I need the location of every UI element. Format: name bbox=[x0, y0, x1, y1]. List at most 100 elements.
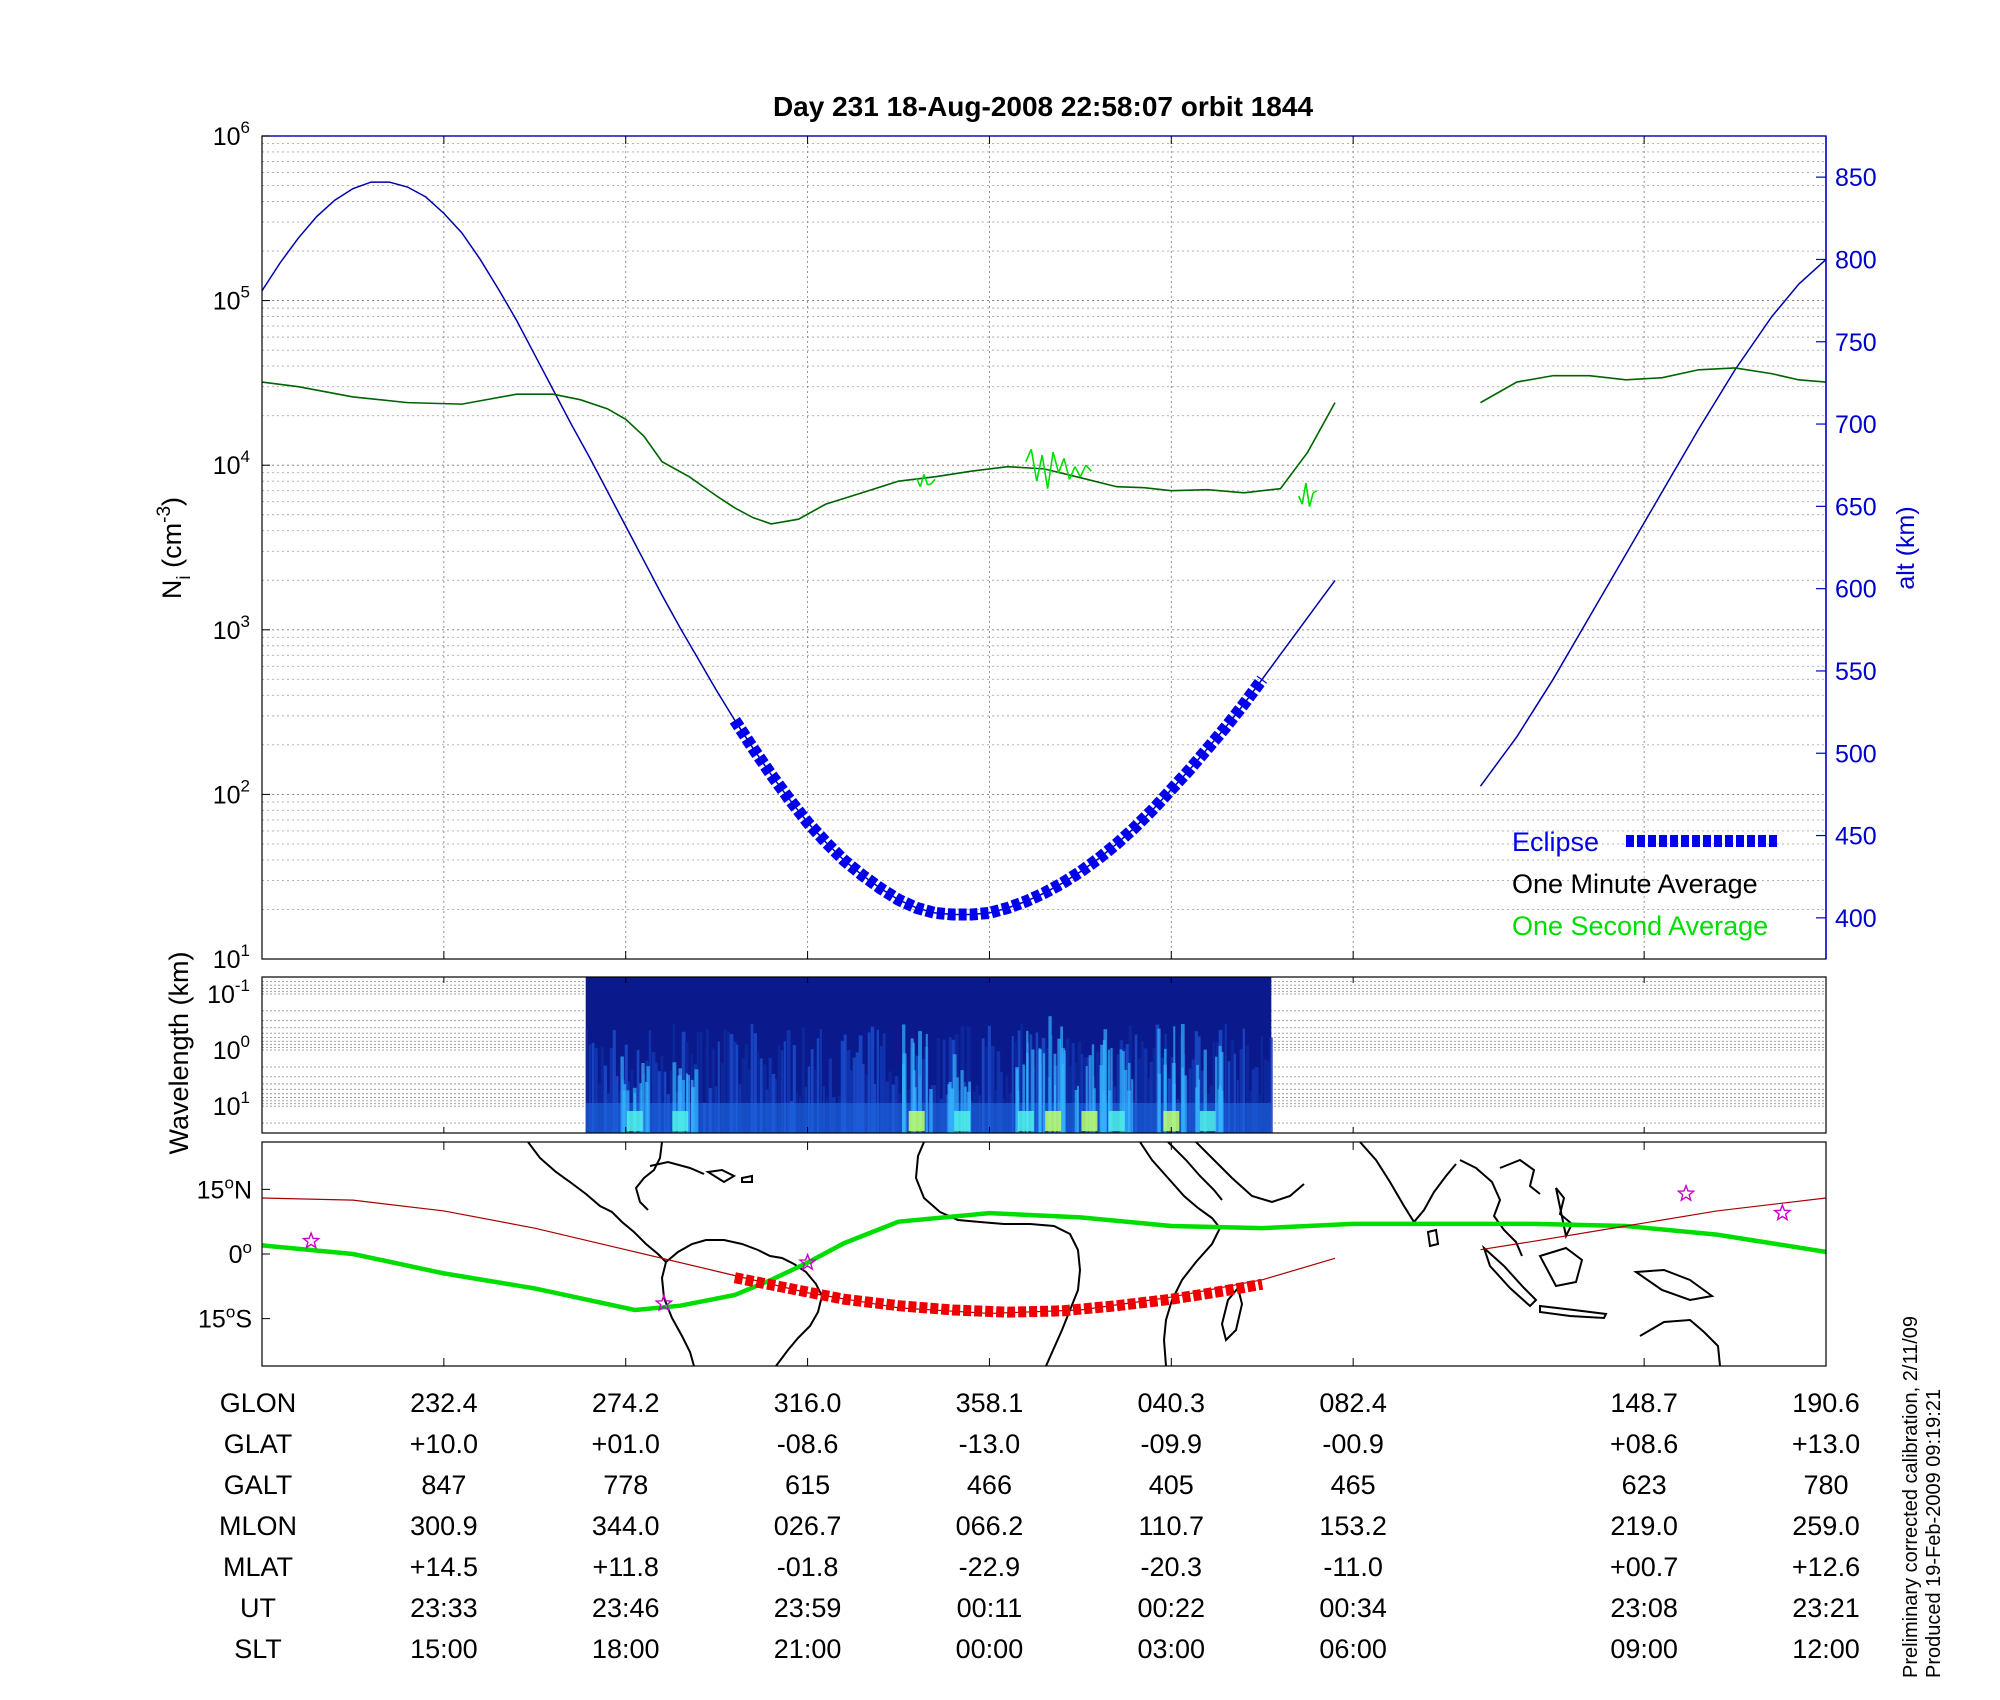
spectrogram-column bbox=[768, 1058, 772, 1133]
wavelength-frame bbox=[261, 976, 1827, 1134]
station-star-icon bbox=[1676, 1183, 1696, 1202]
table-cell: 00:00 bbox=[956, 1634, 1024, 1664]
spectrogram-column bbox=[999, 1072, 1003, 1133]
spectrogram-burst bbox=[952, 1054, 957, 1133]
spectrogram-column bbox=[1161, 1057, 1165, 1133]
spectrogram-burst bbox=[902, 1064, 905, 1133]
spectrogram-column bbox=[1080, 1053, 1084, 1133]
spectrogram-burst bbox=[956, 1077, 959, 1133]
altitude-tick-label: 550 bbox=[1835, 658, 1877, 686]
spectrogram-column bbox=[756, 1051, 760, 1133]
spectrogram-column bbox=[612, 1030, 616, 1133]
spectrogram-column bbox=[705, 1029, 709, 1133]
table-cell: 12:00 bbox=[1792, 1634, 1860, 1664]
table-cell: 23:21 bbox=[1792, 1593, 1860, 1623]
density-y-tick-label: 103 bbox=[213, 612, 250, 645]
coast-philippines bbox=[1555, 1187, 1574, 1240]
spectrogram-column bbox=[735, 1044, 739, 1133]
spectrogram-column bbox=[1086, 1057, 1090, 1133]
wavelength-tick-base: 10 bbox=[213, 1093, 241, 1121]
altitude-tick-label: 850 bbox=[1835, 164, 1877, 192]
spectrogram-column bbox=[1263, 1059, 1268, 1133]
one-minute-series-line bbox=[262, 381, 1336, 525]
spectrogram-column bbox=[651, 1052, 656, 1133]
spectrogram-burst bbox=[1102, 1039, 1106, 1133]
table-cell: 00:11 bbox=[957, 1593, 1023, 1623]
one-second-series-segment bbox=[1025, 448, 1033, 463]
one-second-series-segment bbox=[1030, 449, 1038, 482]
spectrogram-column bbox=[1266, 1062, 1270, 1133]
spectrogram-column bbox=[780, 1050, 784, 1133]
density-y-tick-exp: 3 bbox=[241, 612, 250, 631]
calibration-note: Preliminary corrected calibration, 2/11/… bbox=[1900, 1316, 1922, 1678]
table-row-label: SLT bbox=[234, 1634, 282, 1664]
altitude-y-axis-label: alt (km) bbox=[1892, 506, 1920, 589]
spectrogram-burst bbox=[1107, 1049, 1111, 1133]
table-cell: -08.6 bbox=[777, 1429, 839, 1459]
map-lat-degree: o bbox=[224, 1173, 233, 1192]
coast-southeast-asia bbox=[1459, 1158, 1541, 1257]
spectrogram-burst bbox=[1195, 1087, 1199, 1133]
legend-one-second-label: One Second Average bbox=[1512, 911, 1768, 941]
coast-sri-lanka bbox=[1426, 1228, 1440, 1248]
density-y-tick-exp: 6 bbox=[241, 118, 250, 137]
altitude-tick-label: 500 bbox=[1835, 740, 1877, 768]
spectrogram-column bbox=[636, 1049, 640, 1133]
chart-title: Day 231 18-Aug-2008 22:58:07 orbit 1844 bbox=[773, 91, 1313, 122]
density-y-tick-label: 104 bbox=[213, 447, 250, 480]
one-second-series-segment bbox=[1063, 458, 1071, 480]
density-y-label-main: N bbox=[157, 580, 187, 600]
table-cell: 21:00 bbox=[774, 1634, 842, 1664]
table-cell: +08.6 bbox=[1610, 1429, 1678, 1459]
spectrogram-burst bbox=[1048, 1016, 1052, 1133]
spectrogram-column bbox=[1269, 1037, 1273, 1133]
table-cell: -11.0 bbox=[1323, 1552, 1383, 1582]
spectrogram-column bbox=[777, 1045, 781, 1133]
spectrogram-column bbox=[858, 1035, 863, 1133]
spectrogram-burst bbox=[1218, 1045, 1222, 1133]
spectrogram-column bbox=[1143, 1048, 1148, 1133]
coast-arabia bbox=[1195, 1142, 1305, 1204]
spectrogram-column bbox=[807, 1066, 811, 1133]
density-y-label-unit-exp: -3 bbox=[154, 506, 175, 523]
eclipse-ground-track bbox=[733, 1272, 1264, 1318]
spectrogram-column bbox=[1017, 1030, 1021, 1133]
map-lat-tick-label: 15oN bbox=[197, 1173, 252, 1204]
coast-borneo-java bbox=[1538, 1246, 1608, 1320]
density-y-tick-base: 10 bbox=[213, 123, 241, 151]
density-y-tick-base: 10 bbox=[213, 946, 241, 974]
spectrogram-column bbox=[855, 1052, 860, 1133]
density-y-tick-base: 10 bbox=[213, 781, 241, 809]
table-cell: 18:00 bbox=[592, 1634, 660, 1664]
spectrogram-column bbox=[1077, 1041, 1082, 1133]
spectrogram-burst bbox=[1102, 1090, 1106, 1133]
table-cell: +14.5 bbox=[410, 1552, 478, 1582]
map-lat-value: 0 bbox=[229, 1241, 243, 1269]
spectrogram-burst bbox=[1121, 1051, 1125, 1133]
spectrogram-burst bbox=[1057, 1038, 1061, 1133]
spectrogram-column bbox=[879, 1046, 883, 1133]
table-cell: 03:00 bbox=[1138, 1634, 1206, 1664]
table-cell: 344.0 bbox=[592, 1511, 660, 1541]
spectrogram-column bbox=[654, 1062, 658, 1133]
spectrogram-column bbox=[1035, 1032, 1039, 1133]
coast-australia bbox=[1639, 1318, 1721, 1366]
table-cell: -22.9 bbox=[959, 1552, 1021, 1582]
table-cell: +11.8 bbox=[593, 1552, 659, 1582]
table-cell: 082.4 bbox=[1319, 1388, 1387, 1418]
table-cell: 00:34 bbox=[1319, 1593, 1387, 1623]
one-second-series-segment bbox=[1085, 464, 1092, 472]
table-cell: -09.9 bbox=[1141, 1429, 1203, 1459]
density-y-tick-exp: 1 bbox=[241, 941, 250, 960]
spectrogram-column bbox=[669, 1070, 672, 1133]
density-y-label-sub: i bbox=[174, 575, 195, 579]
table-cell: 316.0 bbox=[774, 1388, 842, 1418]
altitude-tick-label: 750 bbox=[1835, 329, 1877, 357]
spectrogram-column bbox=[990, 1046, 995, 1133]
table-cell: +10.0 bbox=[410, 1429, 478, 1459]
spectrogram-burst bbox=[1131, 1079, 1134, 1133]
table-cell: 219.0 bbox=[1610, 1511, 1678, 1541]
table-cell: 23:33 bbox=[410, 1593, 478, 1623]
